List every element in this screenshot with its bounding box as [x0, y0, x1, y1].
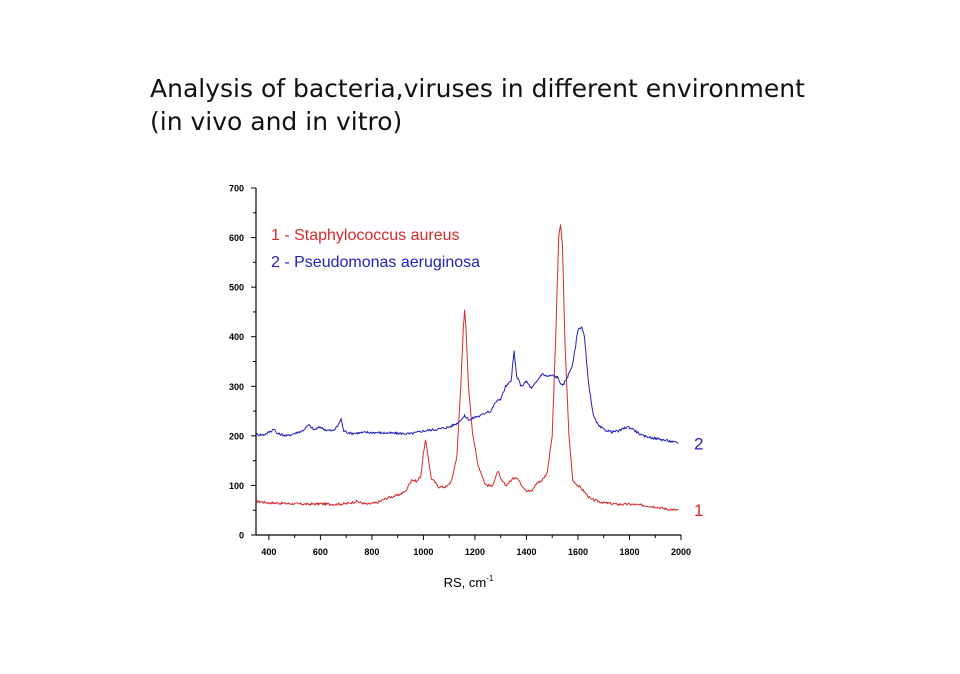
x-tick-label: 2000 — [671, 547, 691, 557]
series-line-2 — [255, 326, 679, 444]
x-tick-label: 1000 — [413, 547, 433, 557]
y-tick-label: 0 — [239, 531, 244, 541]
slide-title-line-1: Analysis of bacteria,viruses in differen… — [150, 74, 805, 103]
x-tick-label: 400 — [261, 547, 276, 557]
series-end-label-1: 1 — [694, 501, 703, 520]
legend-entry-2: 2 - Pseudomonas aeruginosa — [271, 254, 480, 271]
x-tick-label: 800 — [364, 547, 379, 557]
x-tick-label: 600 — [313, 547, 328, 557]
y-tick-label: 700 — [229, 184, 244, 194]
y-tick-label: 300 — [229, 382, 244, 392]
x-axis-label: RS, cm-1 — [444, 574, 494, 590]
chart-labels: 1 2 1 - Staphylococcus aureus 2 - Pseudomon… — [271, 227, 703, 520]
y-tick-label: 200 — [229, 431, 244, 441]
x-tick-label: 1400 — [516, 547, 536, 557]
x-tick-label: 1800 — [619, 547, 639, 557]
y-tick-label: 600 — [229, 233, 244, 243]
chart-series — [255, 224, 679, 511]
series-end-label-2: 2 — [694, 434, 703, 453]
y-tick-label: 500 — [229, 283, 244, 293]
y-tick-label: 400 — [229, 332, 244, 342]
legend-entry-1: 1 - Staphylococcus aureus — [271, 227, 460, 244]
series-line-1 — [256, 224, 679, 511]
x-tick-label: 1200 — [465, 547, 485, 557]
y-tick-label: 100 — [229, 481, 244, 491]
x-tick-label: 1600 — [568, 547, 588, 557]
chart-axes: 0 100 200 300 400 500 600 700 400 600 800 1000 1200 1… — [229, 184, 691, 591]
slide-title: Analysis of bacteria,viruses in differen… — [150, 72, 870, 138]
slide-title-line-2: (in vivo and in vitro) — [150, 107, 403, 136]
